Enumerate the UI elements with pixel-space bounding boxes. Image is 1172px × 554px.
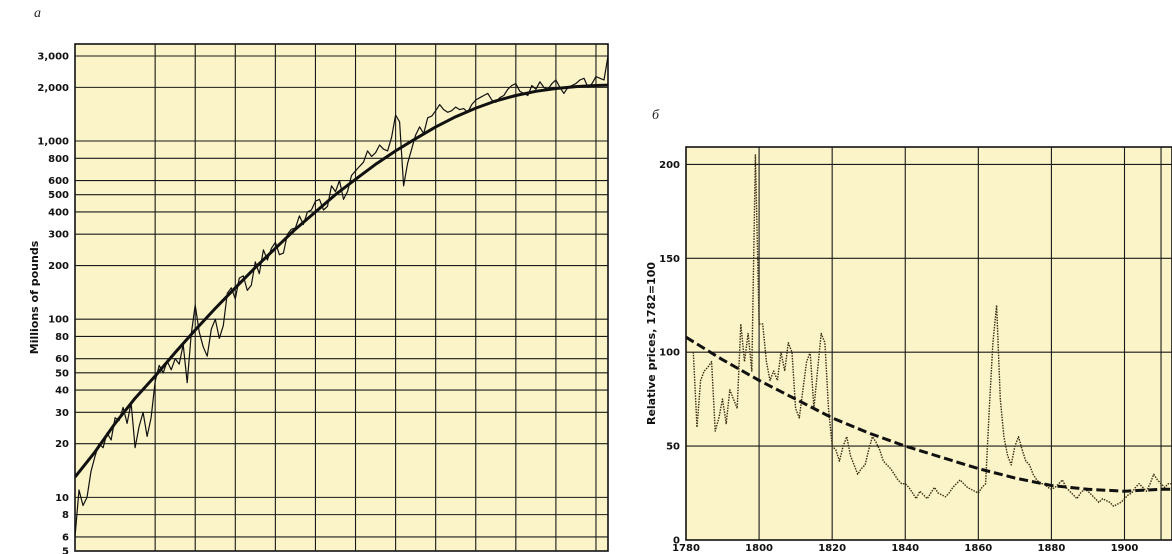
- x-tick-label: 1800: [745, 543, 773, 554]
- y-tick-label: 150: [659, 254, 680, 265]
- chart-a: 1780180018201840186018801900568102030405…: [28, 43, 609, 554]
- y-tick-label: 50: [666, 442, 680, 453]
- series-group: [75, 55, 608, 537]
- y-tick-label: 10: [55, 493, 69, 504]
- y-tick-label: 200: [659, 160, 680, 171]
- x-tick-label: 1840: [891, 543, 919, 554]
- x-tick-label: 1780: [672, 543, 700, 554]
- y-tick-label: 100: [659, 348, 680, 359]
- panel-b-letter: б: [652, 108, 660, 123]
- y-tick-label: 5: [62, 547, 69, 554]
- y-tick-label: 50: [55, 368, 69, 379]
- x-tick-label: 1900: [1111, 543, 1139, 554]
- x-tick-label: 1880: [1037, 543, 1065, 554]
- y-tick-label: 300: [48, 230, 69, 241]
- y-tick-label: 200: [48, 261, 69, 272]
- y-tick-label: 2,000: [37, 83, 69, 94]
- y-tick-label: 6: [62, 532, 69, 543]
- series-group: [686, 154, 1172, 507]
- y-tick-label: 100: [48, 315, 69, 326]
- trend-line: [75, 83, 608, 479]
- annual-series-line: [692, 154, 1172, 507]
- y-axis-title: Millions of pounds: [28, 240, 41, 354]
- y-tick-label: 40: [55, 386, 69, 397]
- y-axis-title: Relative prices, 1782=100: [645, 262, 658, 425]
- x-tick-label: 1820: [818, 543, 846, 554]
- trend-line: [686, 335, 1172, 493]
- y-tick-label: 8: [62, 510, 69, 521]
- plot-area: [685, 146, 1172, 541]
- x-tick-label: 1860: [964, 543, 992, 554]
- y-tick-label: 80: [55, 332, 69, 343]
- y-tick-label: 20: [55, 439, 69, 450]
- y-tick-label: 60: [55, 354, 69, 365]
- y-tick-label: 30: [55, 408, 69, 419]
- y-tick-label: 400: [48, 207, 69, 218]
- chart-b: 1780 1800 1820 1840 1860 1880 1900 0 50 100 150 200…: [645, 146, 1172, 554]
- y-tick-label: 0: [673, 536, 680, 547]
- plot-area: [74, 43, 609, 552]
- y-tick-label: 1,000: [37, 137, 69, 148]
- y-tick-label: 500: [48, 190, 69, 201]
- y-tick-label: 3,000: [37, 52, 69, 63]
- y-tick-label: 800: [48, 154, 69, 165]
- panel-a-letter: a: [34, 6, 41, 21]
- y-tick-label: 600: [48, 176, 69, 187]
